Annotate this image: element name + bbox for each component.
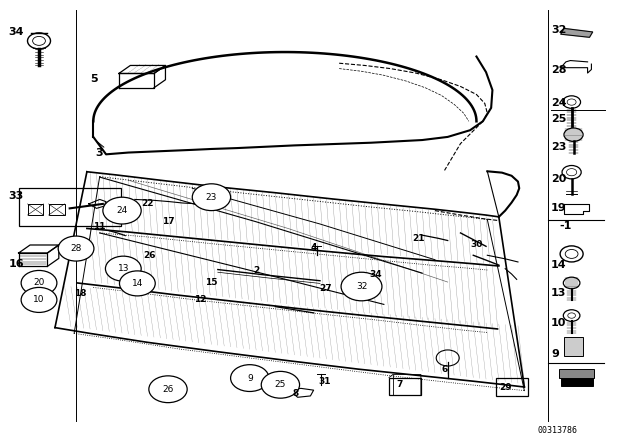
Text: 2: 2 xyxy=(253,267,259,276)
FancyBboxPatch shape xyxy=(19,188,121,226)
Circle shape xyxy=(58,236,94,261)
Text: 24: 24 xyxy=(116,206,127,215)
Text: 14: 14 xyxy=(132,279,143,288)
Text: 27: 27 xyxy=(319,284,332,293)
Text: 30: 30 xyxy=(470,240,483,249)
Text: 34: 34 xyxy=(369,270,382,279)
Text: 28: 28 xyxy=(70,244,82,253)
Text: 20: 20 xyxy=(551,174,566,184)
Text: 34: 34 xyxy=(8,27,24,37)
Circle shape xyxy=(21,271,57,296)
FancyBboxPatch shape xyxy=(559,369,594,378)
Text: 15: 15 xyxy=(205,279,218,288)
Text: 4: 4 xyxy=(310,243,317,252)
Text: 32: 32 xyxy=(551,25,566,35)
Circle shape xyxy=(103,197,141,224)
Text: 21: 21 xyxy=(413,234,425,243)
Text: 10: 10 xyxy=(551,318,566,328)
Text: 7: 7 xyxy=(397,380,403,389)
Text: 00313786: 00313786 xyxy=(537,426,577,435)
Text: 17: 17 xyxy=(162,217,174,226)
Text: 5: 5 xyxy=(90,74,98,84)
Text: 26: 26 xyxy=(143,251,156,260)
Text: 26: 26 xyxy=(163,385,173,394)
Circle shape xyxy=(192,184,230,211)
Circle shape xyxy=(230,365,269,392)
Text: 16: 16 xyxy=(8,259,24,269)
Text: 29: 29 xyxy=(499,383,511,392)
Circle shape xyxy=(341,272,382,301)
Text: 20: 20 xyxy=(33,279,45,288)
Text: 23: 23 xyxy=(551,142,566,152)
Text: 8: 8 xyxy=(292,389,299,398)
FancyBboxPatch shape xyxy=(564,337,583,356)
Text: -1: -1 xyxy=(559,221,572,231)
Text: 12: 12 xyxy=(194,294,206,304)
Text: 3: 3 xyxy=(95,147,103,158)
Text: 9: 9 xyxy=(551,349,559,358)
Text: 25: 25 xyxy=(551,114,566,124)
Text: 11: 11 xyxy=(93,222,106,231)
Text: 19: 19 xyxy=(551,203,567,213)
Text: 18: 18 xyxy=(74,289,87,298)
Text: 22: 22 xyxy=(141,199,154,208)
FancyBboxPatch shape xyxy=(561,372,593,386)
Text: 13: 13 xyxy=(551,288,566,298)
Polygon shape xyxy=(561,28,593,37)
Circle shape xyxy=(21,288,57,312)
Text: 23: 23 xyxy=(205,193,217,202)
Text: 10: 10 xyxy=(33,295,45,305)
Text: 31: 31 xyxy=(319,377,332,386)
Text: 6: 6 xyxy=(442,365,447,374)
Text: 25: 25 xyxy=(275,380,286,389)
Circle shape xyxy=(261,371,300,398)
Circle shape xyxy=(149,376,187,403)
Text: 33: 33 xyxy=(8,191,24,201)
Text: 14: 14 xyxy=(551,260,567,270)
Circle shape xyxy=(120,271,156,296)
Circle shape xyxy=(106,256,141,281)
Text: 9: 9 xyxy=(247,374,253,383)
Text: 24: 24 xyxy=(551,99,567,108)
Text: 13: 13 xyxy=(118,264,129,273)
Text: 28: 28 xyxy=(551,65,566,75)
Text: 32: 32 xyxy=(356,282,367,291)
